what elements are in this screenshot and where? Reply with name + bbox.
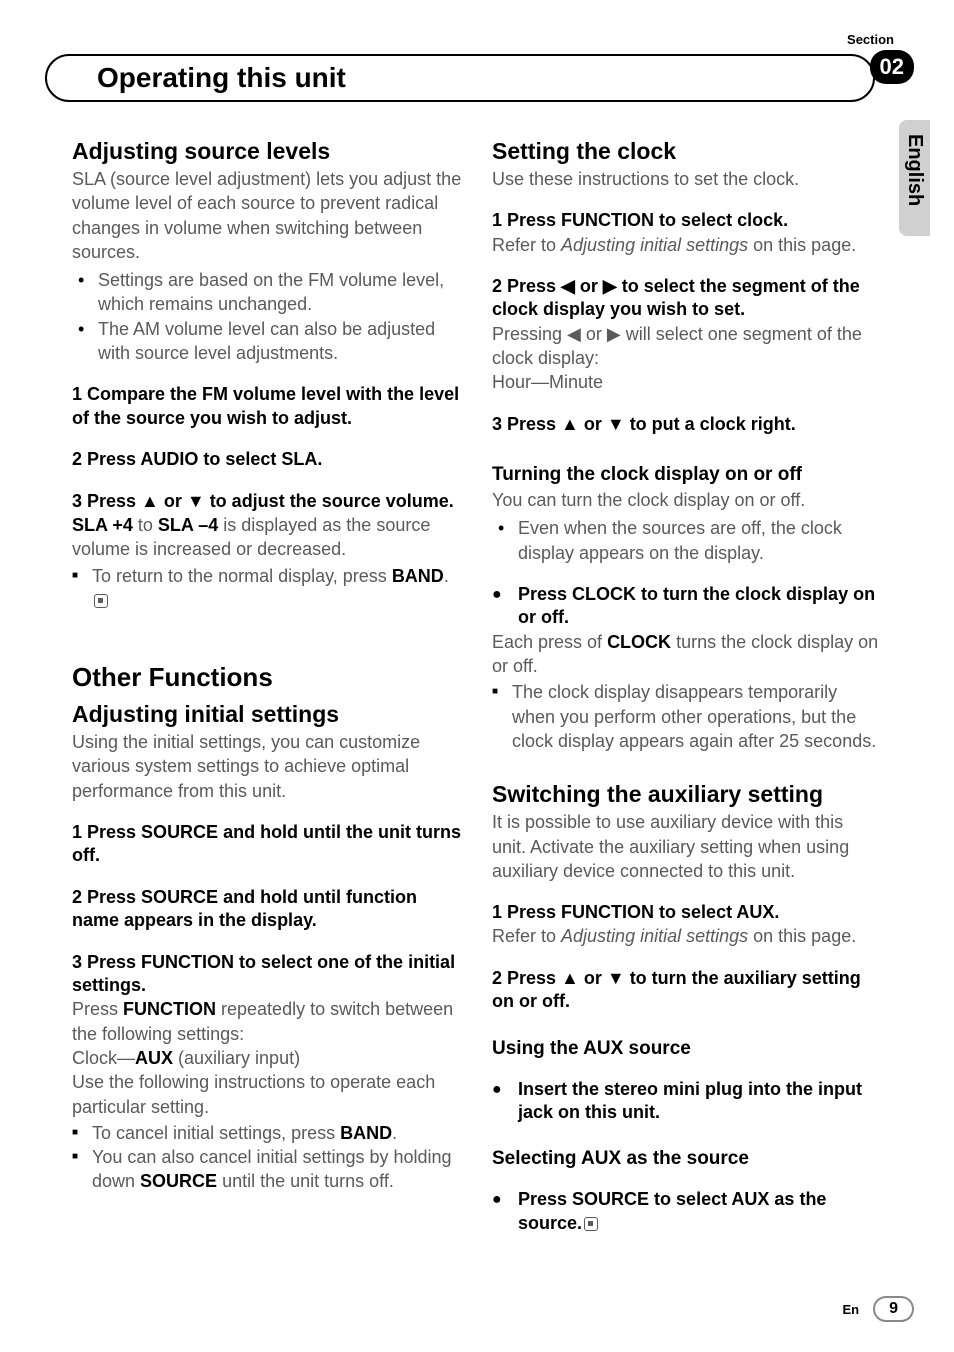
step-1: 1 Press FUNCTION to select clock. bbox=[492, 209, 882, 232]
footer-language: En bbox=[842, 1302, 859, 1317]
body-text: Using the initial settings, you can cust… bbox=[72, 730, 462, 803]
content-columns: Adjusting source levels SLA (source leve… bbox=[72, 130, 882, 1235]
language-tab: English bbox=[899, 120, 930, 236]
heading-adjusting-initial-settings: Adjusting initial settings bbox=[72, 701, 462, 728]
note-list: To cancel initial settings, press BAND. … bbox=[72, 1121, 462, 1194]
step-body: Use the following instructions to operat… bbox=[72, 1070, 462, 1119]
page-title: Operating this unit bbox=[97, 62, 346, 94]
step-2: 2 Press SOURCE and hold until function n… bbox=[72, 886, 462, 933]
bold-text: BAND bbox=[392, 566, 444, 586]
step-body: Press FUNCTION repeatedly to switch betw… bbox=[72, 997, 462, 1046]
page-number: 9 bbox=[873, 1296, 914, 1322]
step-1: 1 Press SOURCE and hold until the unit t… bbox=[72, 821, 462, 868]
body-text: You can turn the clock display on or off… bbox=[492, 488, 882, 512]
step-body: Refer to Adjusting initial settings on t… bbox=[492, 924, 882, 948]
step-body: Pressing ◀ or ▶ will select one segment … bbox=[492, 322, 882, 371]
list-item: The AM volume level can also be adjusted… bbox=[72, 317, 462, 366]
bullet-list: Settings are based on the FM volume leve… bbox=[72, 268, 462, 365]
left-column: Adjusting source levels SLA (source leve… bbox=[72, 130, 462, 1235]
step-2: 2 Press ◀ or ▶ to select the segment of … bbox=[492, 275, 882, 322]
italic-text: Adjusting initial settings bbox=[561, 235, 748, 255]
italic-text: Adjusting initial settings bbox=[561, 926, 748, 946]
note-list: The clock display disappears temporarily… bbox=[492, 680, 882, 753]
heading-adjusting-source-levels: Adjusting source levels bbox=[72, 138, 462, 165]
step-body: Each press of CLOCK turns the clock disp… bbox=[492, 630, 882, 679]
step-3: 3 Press ▲ or ▼ to put a clock right. bbox=[492, 413, 882, 436]
note-item: You can also cancel initial settings by … bbox=[72, 1145, 462, 1194]
list-item: Even when the sources are off, the clock… bbox=[492, 516, 882, 565]
step-1: 1 Compare the FM volume level with the l… bbox=[72, 383, 462, 430]
end-section-icon bbox=[94, 594, 108, 608]
step-3: 3 Press FUNCTION to select one of the in… bbox=[72, 951, 462, 998]
right-column: Setting the clock Use these instructions… bbox=[492, 130, 882, 1235]
section-label: Section bbox=[847, 32, 894, 47]
step-1: 1 Press FUNCTION to select AUX. bbox=[492, 901, 882, 924]
body-text: It is possible to use auxiliary device w… bbox=[492, 810, 882, 883]
step-body: Hour—Minute bbox=[492, 370, 882, 394]
bold-text: BAND bbox=[340, 1123, 392, 1143]
bullet-step: Press CLOCK to turn the clock display on… bbox=[492, 583, 882, 630]
body-text: Use these instructions to set the clock. bbox=[492, 167, 882, 191]
footer: En 9 bbox=[842, 1296, 914, 1322]
heading-using-aux-source: Using the AUX source bbox=[492, 1038, 882, 1060]
heading-turning-clock-display: Turning the clock display on or off bbox=[492, 464, 882, 486]
bullet-step: Press SOURCE to select AUX as the source… bbox=[492, 1188, 882, 1235]
step-body: Refer to Adjusting initial settings on t… bbox=[492, 233, 882, 257]
section-number-badge: 02 bbox=[870, 50, 914, 84]
step-2: 2 Press ▲ or ▼ to turn the auxiliary set… bbox=[492, 967, 882, 1014]
step-2: 2 Press AUDIO to select SLA. bbox=[72, 448, 462, 471]
bold-text: SLA +4 bbox=[72, 515, 133, 535]
note-list: To return to the normal display, press B… bbox=[72, 564, 462, 613]
list-item: Settings are based on the FM volume leve… bbox=[72, 268, 462, 317]
bold-text: SLA –4 bbox=[158, 515, 218, 535]
note-item: To return to the normal display, press B… bbox=[72, 564, 462, 613]
bold-text: SOURCE bbox=[140, 1171, 217, 1191]
note-item: To cancel initial settings, press BAND. bbox=[72, 1121, 462, 1145]
step-body: Clock—AUX (auxiliary input) bbox=[72, 1046, 462, 1070]
step-body: SLA +4 to SLA –4 is displayed as the sou… bbox=[72, 513, 462, 562]
bold-text: CLOCK bbox=[607, 632, 671, 652]
note-item: The clock display disappears temporarily… bbox=[492, 680, 882, 753]
body-text: SLA (source level adjustment) lets you a… bbox=[72, 167, 462, 264]
heading-other-functions: Other Functions bbox=[72, 662, 462, 693]
page-title-box: Operating this unit bbox=[45, 54, 875, 102]
bold-text: FUNCTION bbox=[123, 999, 216, 1019]
heading-switching-auxiliary: Switching the auxiliary setting bbox=[492, 781, 882, 808]
bullet-list: Even when the sources are off, the clock… bbox=[492, 516, 882, 565]
step-3: 3 Press ▲ or ▼ to adjust the source volu… bbox=[72, 490, 462, 513]
bullet-step: Insert the stereo mini plug into the inp… bbox=[492, 1078, 882, 1125]
bold-text: AUX bbox=[135, 1048, 173, 1068]
end-section-icon bbox=[584, 1217, 598, 1231]
heading-selecting-aux-source: Selecting AUX as the source bbox=[492, 1148, 882, 1170]
heading-setting-the-clock: Setting the clock bbox=[492, 138, 882, 165]
